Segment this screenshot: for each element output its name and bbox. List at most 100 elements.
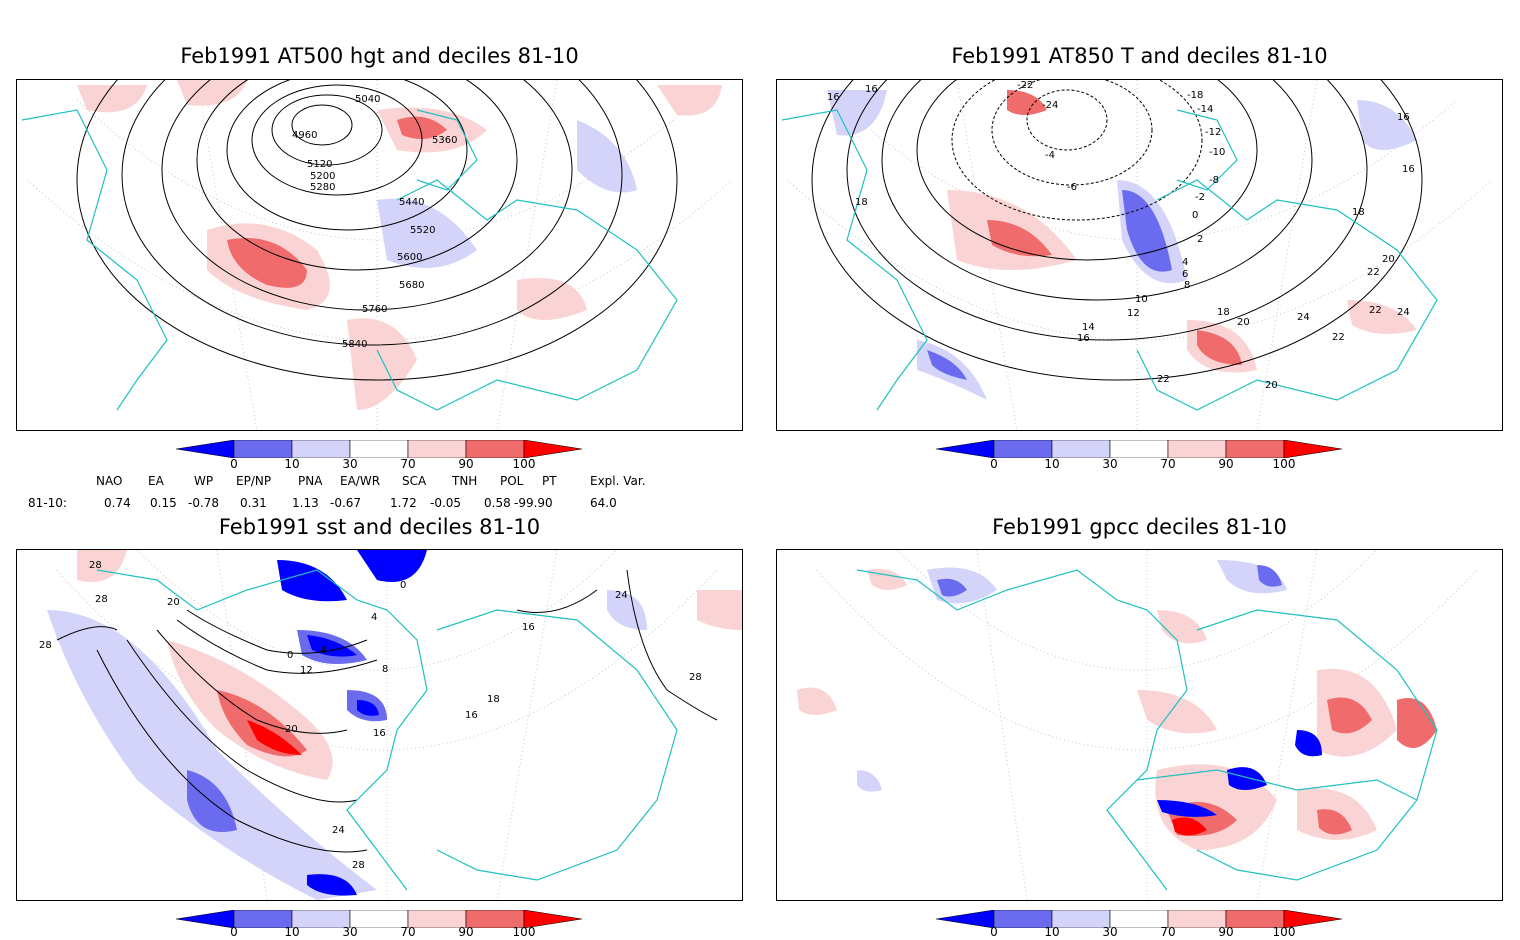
map-hgt500: 5040 4960 5120 5200 5280 5360 5440 5520 … — [16, 79, 743, 431]
svg-text:5200: 5200 — [310, 171, 335, 182]
colorbar-swatch — [1225, 910, 1285, 928]
colorbar-end-high — [523, 440, 583, 458]
index-header: SCA — [402, 474, 427, 488]
contour-labels: 28 28 20 28 24 28 0 0 4 4 8 12 16 16 18 … — [39, 560, 702, 871]
svg-text:22: 22 — [1157, 374, 1170, 385]
panel-title-hgt500: Feb1991 AT500 hgt and deciles 81-10 — [180, 44, 579, 68]
svg-text:16: 16 — [1397, 112, 1410, 123]
colorbar-label: 70 — [1160, 457, 1176, 471]
svg-text:22: 22 — [1332, 332, 1345, 343]
colorbar-end-low — [176, 440, 235, 458]
index-header: TNH — [452, 474, 478, 488]
colorbar-label: 0 — [990, 457, 998, 471]
colorbar-label: 0 — [230, 457, 238, 471]
svg-text:14: 14 — [1082, 322, 1095, 333]
contour-labels: 5040 4960 5120 5200 5280 5360 5440 5520 … — [292, 94, 457, 350]
temperature-contours — [811, 80, 1423, 381]
svg-text:18: 18 — [855, 197, 868, 208]
decile-shading — [797, 560, 1437, 850]
svg-text:5680: 5680 — [399, 280, 424, 291]
index-value: 0.31 — [240, 496, 267, 510]
sst-contours — [56, 569, 718, 853]
index-header: EA — [148, 474, 164, 488]
svg-text:5120: 5120 — [307, 159, 332, 170]
colorbar-label: 100 — [1272, 457, 1296, 471]
index-row-label: 81-10: — [28, 496, 67, 510]
svg-text:24: 24 — [332, 825, 345, 836]
svg-text:-22: -22 — [1017, 80, 1033, 91]
colorbar-swatch — [1167, 440, 1227, 458]
colorbar-label: 0 — [230, 925, 238, 939]
svg-text:16: 16 — [373, 728, 386, 739]
colorbar-end-low — [176, 910, 235, 928]
svg-text:16: 16 — [865, 84, 878, 95]
map-hgt500-canvas: 5040 4960 5120 5200 5280 5360 5440 5520 … — [21, 80, 733, 430]
index-value: 0.15 — [150, 496, 177, 510]
colorbar-swatch — [465, 910, 525, 928]
svg-text:4: 4 — [320, 645, 326, 656]
map-sst: 28 28 20 28 24 28 0 0 4 4 8 12 16 16 18 … — [16, 549, 743, 901]
decile-shading — [827, 90, 1417, 400]
colorbar-hgt500: 0 10 30 70 90 100 — [176, 440, 596, 476]
svg-text:4960: 4960 — [292, 130, 317, 141]
colorbar-swatch — [349, 910, 409, 928]
index-header: EA/WR — [340, 474, 381, 488]
height-contours — [76, 80, 678, 381]
colorbar-swatches — [936, 910, 1343, 928]
index-header: WP — [194, 474, 214, 488]
index-header: POL — [500, 474, 524, 488]
colorbar-label: 90 — [1218, 925, 1234, 939]
colorbar-swatches — [936, 440, 1343, 458]
svg-text:18: 18 — [1352, 207, 1365, 218]
svg-text:16: 16 — [1402, 164, 1415, 175]
colorbar-end-high — [523, 910, 583, 928]
colorbar-label: 30 — [342, 925, 358, 939]
index-value: 64.0 — [590, 496, 617, 510]
svg-text:20: 20 — [285, 724, 298, 735]
svg-text:20: 20 — [1237, 317, 1250, 328]
colorbar-gpcc: 0 10 30 70 90 100 — [936, 910, 1356, 940]
colorbar-swatch — [1109, 440, 1169, 458]
colorbar-swatch — [407, 910, 467, 928]
index-value: -0.05 — [430, 496, 462, 510]
colorbar-swatch — [1051, 910, 1111, 928]
svg-text:-14: -14 — [1197, 104, 1213, 115]
svg-text:-10: -10 — [1209, 147, 1225, 158]
svg-text:-6: -6 — [1067, 182, 1077, 193]
colorbar-swatch — [1225, 440, 1285, 458]
svg-text:-24: -24 — [1042, 100, 1058, 111]
svg-text:28: 28 — [39, 640, 52, 651]
colorbar-swatch — [349, 440, 409, 458]
colorbar-end-low — [936, 910, 995, 928]
colorbar-end-high — [1283, 910, 1343, 928]
index-header: PT — [542, 474, 557, 488]
decile-shading — [77, 80, 722, 410]
svg-text:0: 0 — [400, 580, 406, 591]
graticule — [26, 80, 733, 430]
panel-title-sst: Feb1991 sst and deciles 81-10 — [218, 515, 541, 539]
coastlines — [21, 109, 678, 411]
colorbar-swatch — [291, 440, 351, 458]
colorbar-label: 30 — [1102, 925, 1118, 939]
coastlines — [96, 569, 678, 891]
colorbar-swatch — [291, 910, 351, 928]
colorbar-label: 90 — [458, 925, 474, 939]
panel-title-gpcc: Feb1991 gpcc deciles 81-10 — [992, 515, 1287, 539]
colorbar-swatch — [233, 910, 293, 928]
svg-text:16: 16 — [827, 92, 840, 103]
svg-text:0: 0 — [287, 650, 293, 661]
colorbar-swatch — [993, 440, 1053, 458]
coastlines — [856, 569, 1438, 891]
svg-text:5520: 5520 — [410, 225, 435, 236]
colorbar-swatch — [1051, 440, 1111, 458]
svg-text:8: 8 — [382, 664, 388, 675]
svg-text:18: 18 — [487, 694, 500, 705]
colorbar-label: 90 — [1218, 457, 1234, 471]
svg-text:22: 22 — [1367, 267, 1380, 278]
index-value: 1.13 — [292, 496, 319, 510]
decile-shading — [47, 550, 742, 900]
svg-text:2: 2 — [1197, 234, 1203, 245]
map-t850: -22 -24 16 16 -18 -14 -12 -10 -8 18 16 1… — [776, 79, 1503, 431]
colorbar-swatches — [176, 910, 583, 928]
index-value: 0.58 — [484, 496, 511, 510]
